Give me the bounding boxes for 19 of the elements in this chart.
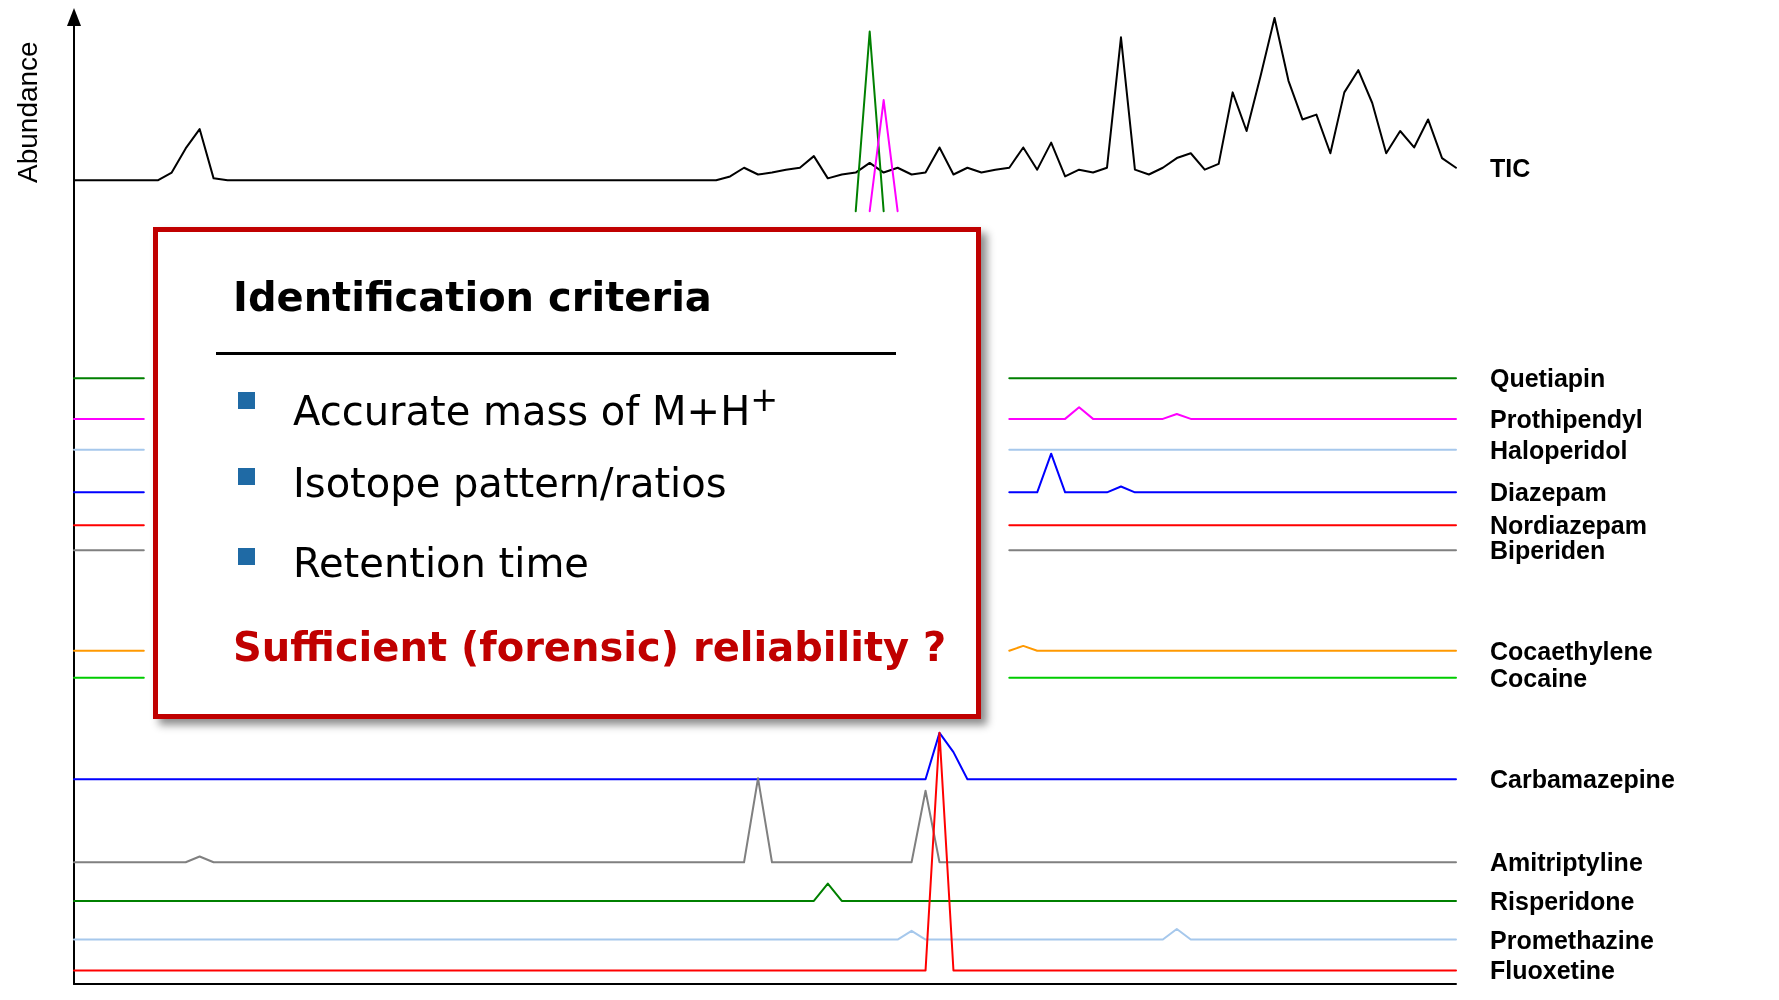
series-label: Carbamazepine [1490,765,1675,794]
annotation: Sufficient (forensic) reliability ? [233,624,947,670]
series-label: Prothipendyl [1490,404,1643,433]
series-label: Risperidone [1490,886,1635,915]
series-label: Diazepam [1490,478,1607,507]
series-label: Cocaine [1490,663,1588,692]
series-label: Haloperidol [1490,435,1628,464]
annotation: Accurate mass of M+H$^{+}$ [293,380,779,435]
series-label: TIC [1490,153,1531,182]
series-label: Amitriptyline [1490,848,1643,877]
series-label: Promethazine [1490,925,1655,954]
series-label: Quetiapin [1490,364,1606,393]
series-label: Nordiazepam [1490,511,1647,540]
series-label: Cocaethylene [1490,636,1653,665]
annotation: Retention time [293,540,589,586]
y-axis-title: Abundance [12,41,44,183]
annotation: Identification criteria [233,274,712,320]
annotation: Isotope pattern/ratios [293,460,727,506]
series-label: Fluoxetine [1490,956,1616,985]
